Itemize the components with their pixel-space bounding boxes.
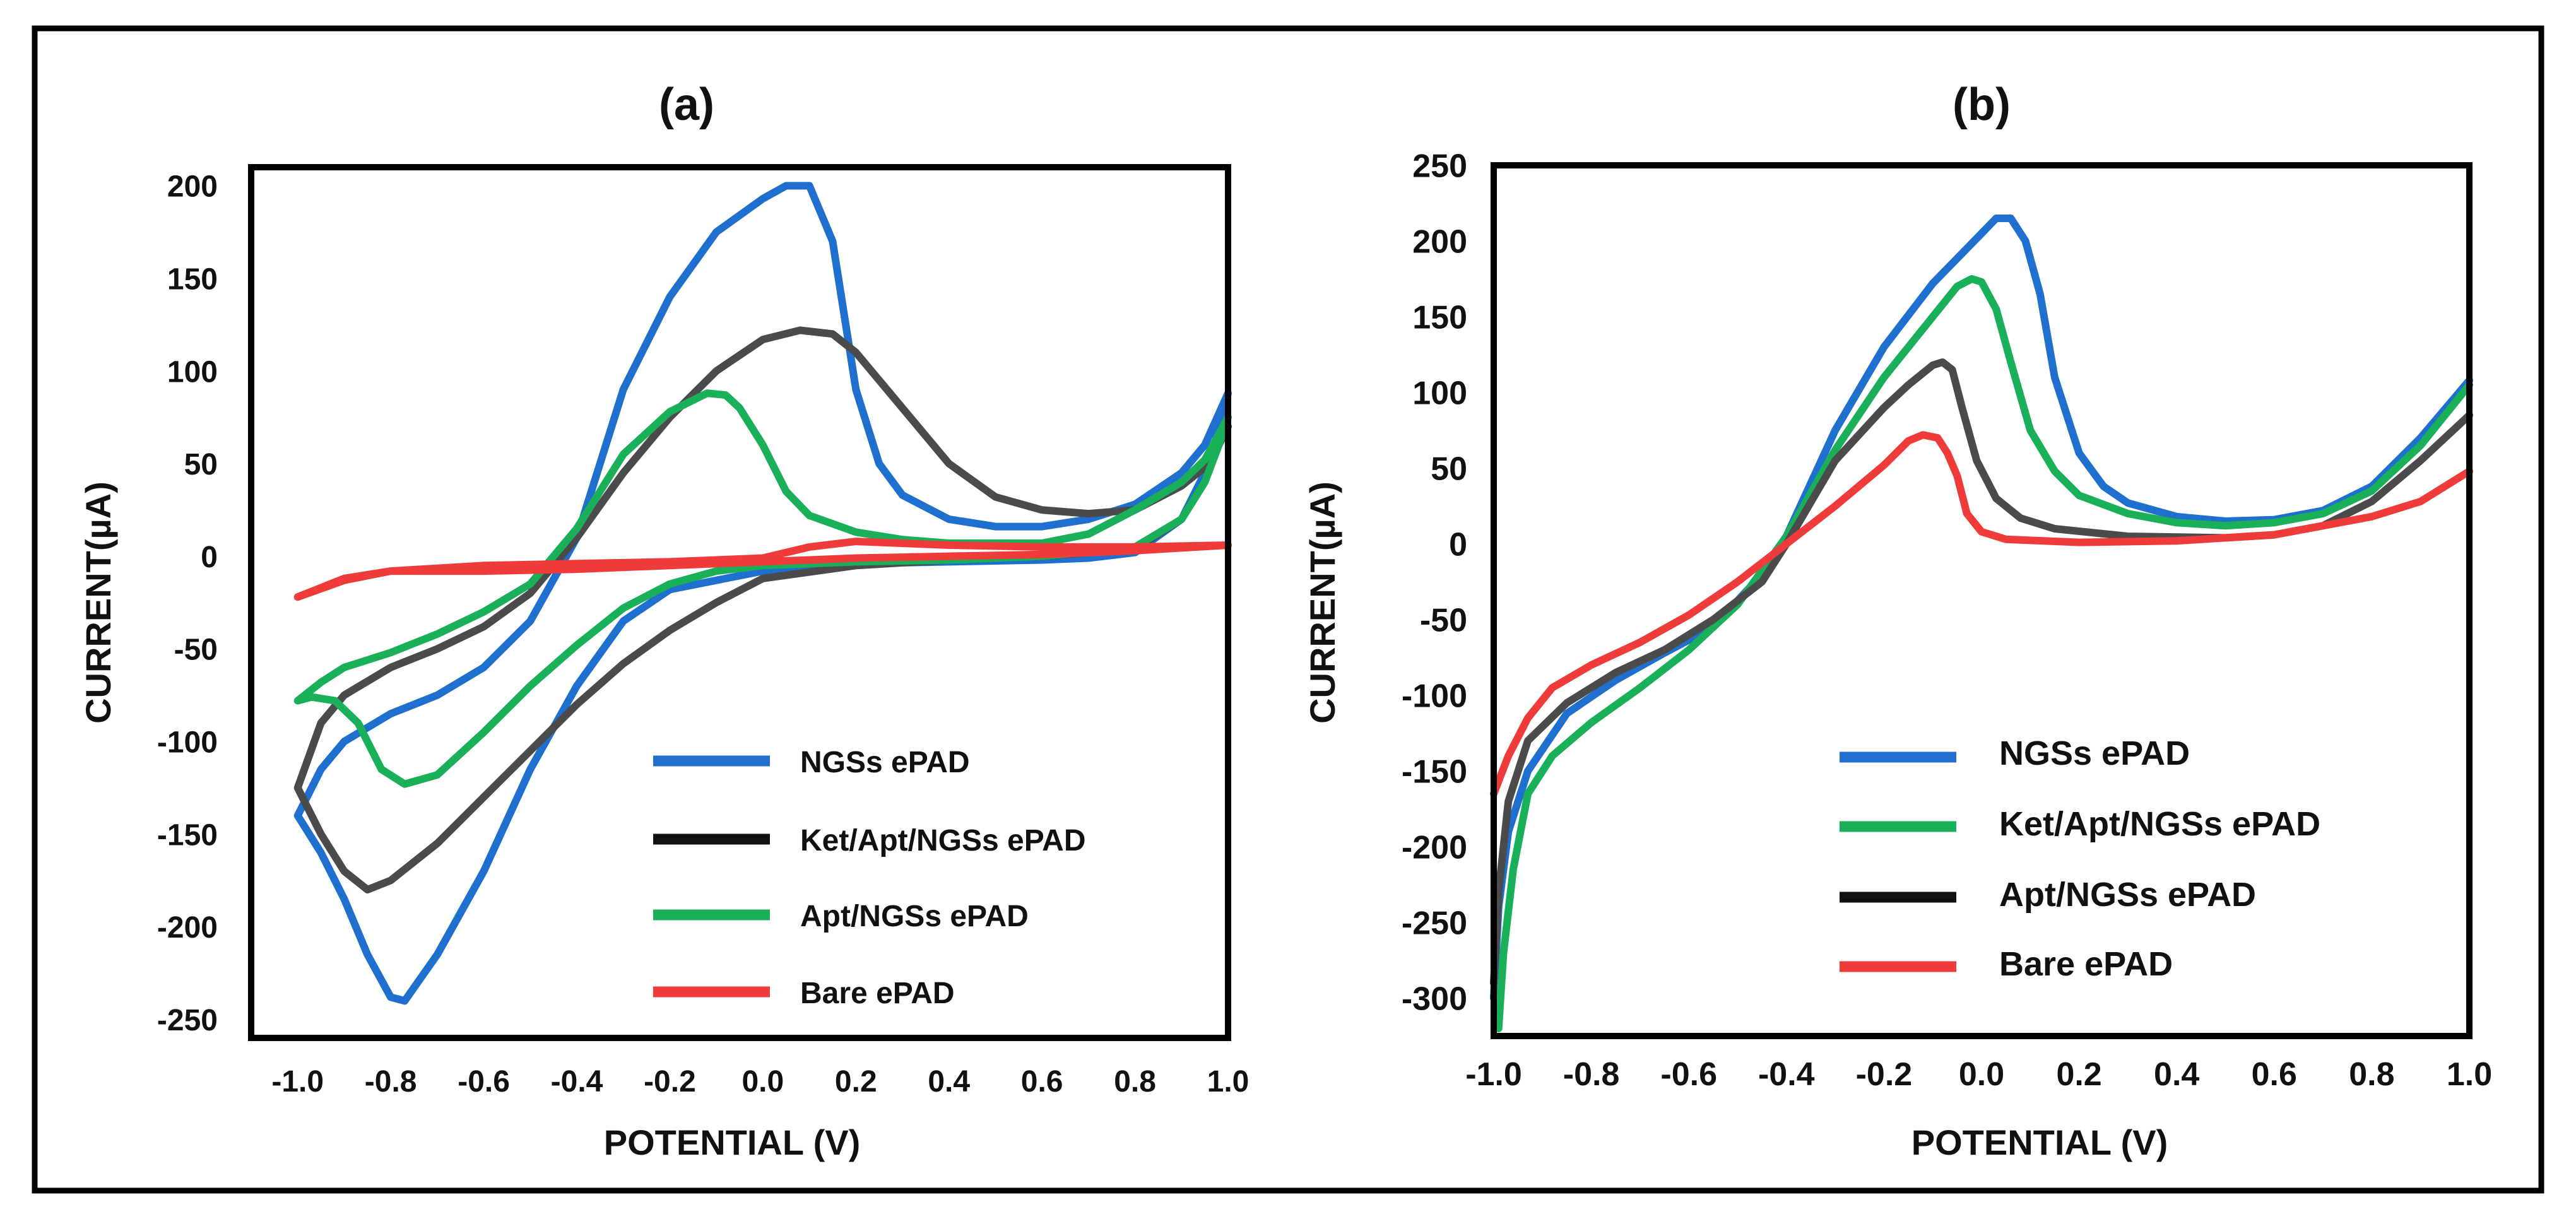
panel-a-legend-label-3: Apt/NGSs ePAD	[800, 900, 1029, 933]
panel-b-legend-label-2: Ket/Apt/NGSs ePAD	[1999, 805, 2320, 843]
panel-b-label: (b)	[1953, 80, 2011, 130]
panel-a-series-bare-epad	[293, 538, 1232, 601]
panel-a-series-apt-ngss-epad	[293, 389, 1232, 788]
panel-b-y-tick-label: -50	[1420, 603, 1467, 639]
panel-b-y-tick-label: -200	[1402, 830, 1467, 866]
panel-a-x-tick-label: 0.0	[741, 1065, 784, 1098]
panel-a-legend: NGSs ePAD Ket/Apt/NGSs ePAD Apt/NGSs ePA…	[653, 746, 1086, 1010]
panel-b-x-ticks: -1.0 -0.8 -0.6 -0.4 -0.2 0.0 0.2 0.4 0.6 0.8 1.0	[1465, 1056, 2492, 1093]
panel-a-y-tick-label: -100	[157, 726, 218, 759]
panel-a-x-tick-label: -0.4	[551, 1065, 603, 1098]
panel-b-y-ticks: 250 200 150 100 50 0 -50 -100 -150 -200 -250 -300	[1402, 148, 1467, 1018]
panel-a-legend-label-1: NGSs ePAD	[800, 746, 970, 779]
panel-b-x-tick-label: 0.0	[1959, 1056, 2004, 1093]
panel-b-series-ket-apt-ngss-epad	[1494, 275, 2473, 1032]
panel-b-x-tick-label: 0.6	[2252, 1056, 2297, 1093]
panel-b-x-tick-label: -1.0	[1465, 1056, 1522, 1093]
panel-b-y-tick-label: 250	[1412, 148, 1467, 185]
panel-b-y-tick-label: 50	[1431, 451, 1467, 488]
panel-b-y-tick-label: 200	[1412, 224, 1467, 261]
panel-a-y-tick-label: -50	[174, 633, 218, 667]
panel-b-legend-label-3: Apt/NGSs ePAD	[1999, 876, 2256, 914]
panel-b-legend: NGSs ePAD Ket/Apt/NGSs ePAD Apt/NGSs ePA…	[1840, 734, 2320, 983]
panel-a-y-tick-label: 0	[201, 541, 218, 574]
panel-a-ylabel: CURRENT(µA)	[78, 481, 118, 724]
panel-b-y-tick-label: 150	[1412, 300, 1467, 336]
figure-border	[32, 25, 2544, 1194]
panel-a-series	[293, 182, 1232, 1005]
panel-a-series-ngss-epad	[293, 182, 1232, 1005]
panel-b-series	[1490, 215, 2473, 1032]
panel-a-y-tick-label: 100	[167, 355, 218, 389]
panel-b-y-tick-label: 100	[1412, 375, 1467, 412]
panel-b-legend-label-1: NGSs ePAD	[1999, 734, 2190, 772]
panel-a-x-tick-label: -0.2	[644, 1065, 696, 1098]
panel-b-y-tick-label: -300	[1402, 981, 1467, 1018]
panel-b-plot-frame	[1491, 162, 2473, 1039]
panel-b-x-tick-label: 0.2	[2056, 1056, 2101, 1093]
panel-a-x-tick-label: -1.0	[271, 1065, 324, 1098]
panel-a-y-tick-label: -200	[157, 911, 218, 945]
panel-a-series-ket-apt-ngss-epad	[293, 326, 1232, 894]
panel-b-x-tick-label: 0.8	[2349, 1056, 2394, 1093]
panel-b-x-tick-label: -0.4	[1758, 1056, 1815, 1093]
panel-b-x-tick-label: -0.6	[1660, 1056, 1717, 1093]
panel-a-plot-frame	[248, 164, 1231, 1041]
panel-b-y-tick-label: 0	[1449, 527, 1467, 563]
panel-b-x-tick-label: 1.0	[2447, 1056, 2492, 1093]
panel-a-x-ticks: -1.0 -0.8 -0.6 -0.4 -0.2 0.0 0.2 0.4 0.6 0.8 1.0	[271, 1065, 1249, 1098]
panel-b: (b) CURRENT(µA) POTENTIAL (V) 250 200 150 1…	[1303, 80, 2492, 1162]
panel-a-y-tick-label: -150	[157, 818, 218, 852]
panel-b-legend-label-4: Bare ePAD	[1999, 945, 2173, 983]
panel-b-ylabel: CURRENT(µA)	[1303, 481, 1342, 724]
panel-a-legend-label-2: Ket/Apt/NGSs ePAD	[800, 824, 1086, 857]
panel-b-series-ngss-epad	[1490, 215, 2473, 1002]
panel-a-legend-label-4: Bare ePAD	[800, 977, 955, 1010]
panel-a-y-tick-label: 200	[167, 170, 218, 204]
panel-a-y-tick-label: -250	[157, 1004, 218, 1037]
panel-a-x-tick-label: 1.0	[1207, 1065, 1250, 1098]
panel-a-y-tick-label: 50	[184, 448, 218, 481]
panel-a-y-tick-label: 150	[167, 262, 218, 296]
panel-a-y-ticks: 200 150 100 50 0 -50 -100 -150 -200 -250	[157, 170, 218, 1037]
panel-a-x-tick-label: 0.2	[835, 1065, 877, 1098]
panel-a-x-tick-label: 0.4	[928, 1065, 970, 1098]
panel-b-series-bare-epad	[1490, 431, 2473, 798]
panel-a-x-tick-label: -0.8	[365, 1065, 417, 1098]
panel-b-x-tick-label: -0.2	[1856, 1056, 1913, 1093]
panel-a-x-tick-label: 0.6	[1021, 1065, 1063, 1098]
panel-b-y-tick-label: -100	[1402, 678, 1467, 715]
panel-b-x-tick-label: 0.4	[2154, 1056, 2199, 1093]
panel-b-xlabel: POTENTIAL (V)	[1911, 1122, 2168, 1162]
panel-b-y-tick-label: -150	[1402, 754, 1467, 791]
panel-a-label: (a)	[659, 80, 714, 130]
panel-b-x-tick-label: -0.8	[1563, 1056, 1620, 1093]
panel-b-y-tick-label: -250	[1402, 905, 1467, 942]
panel-a-x-tick-label: -0.6	[458, 1065, 510, 1098]
panel-a-xlabel: POTENTIAL (V)	[604, 1122, 861, 1162]
panel-a-x-tick-label: 0.8	[1114, 1065, 1156, 1098]
panel-a: (a) CURRENT(µA) POTENTIAL (V) 200 150 100 5…	[78, 80, 1249, 1162]
